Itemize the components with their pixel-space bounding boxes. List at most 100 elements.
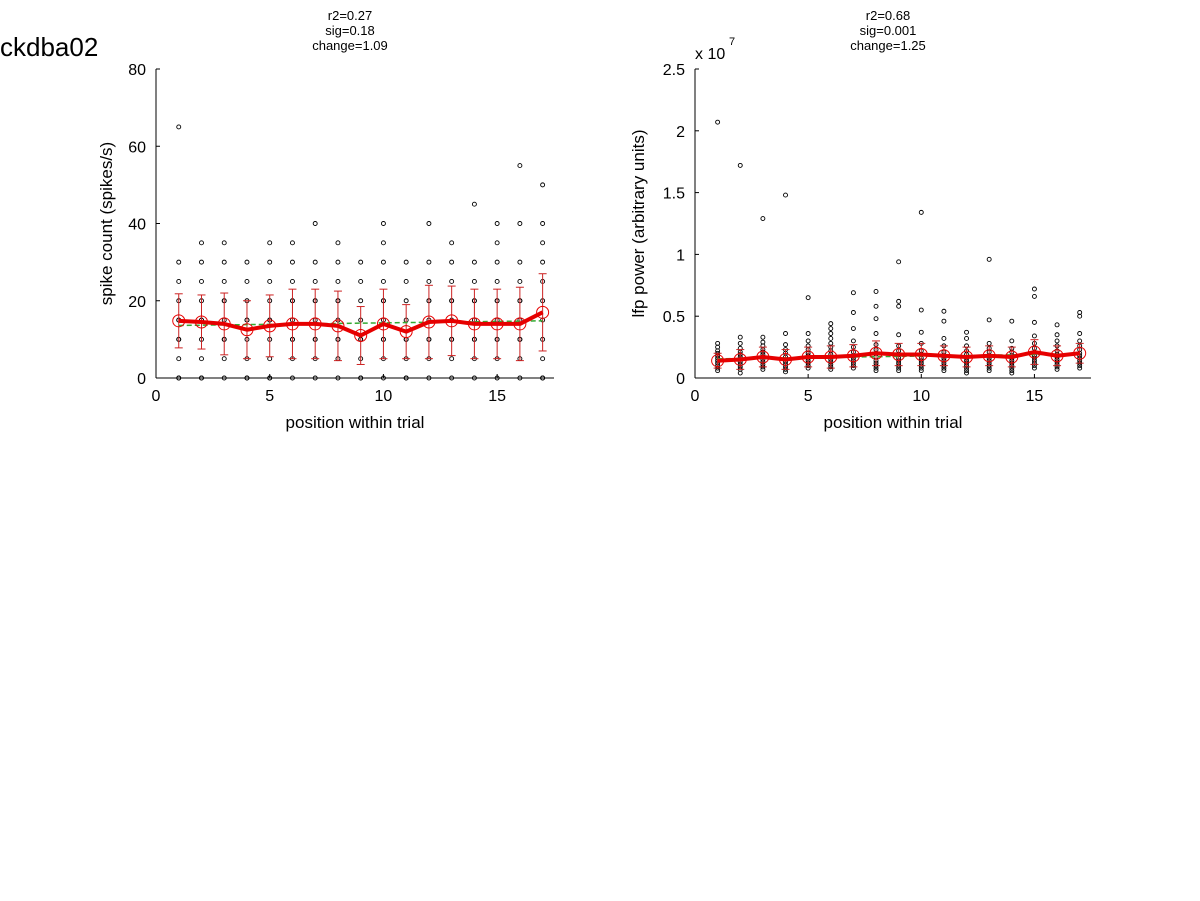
y-tick-label: 1.5: [663, 186, 685, 203]
data-point: [449, 375, 455, 381]
data-point: [176, 375, 182, 381]
data-point: [176, 278, 182, 284]
data-point: [986, 317, 992, 323]
data-point: [517, 375, 523, 381]
data-point: [358, 259, 364, 265]
mean-marker: [399, 325, 413, 339]
mean-marker: [779, 352, 793, 366]
mean-marker: [869, 346, 883, 360]
data-point: [737, 334, 743, 340]
data-point: [896, 259, 902, 265]
data-point: [986, 368, 992, 374]
mean-marker: [194, 315, 208, 329]
data-point: [964, 329, 969, 335]
data-point: [244, 259, 250, 265]
data-point: [335, 278, 341, 284]
data-point: [199, 240, 204, 246]
data-point: [267, 375, 273, 381]
fit-line: [178, 320, 543, 327]
data-point: [517, 278, 523, 284]
data-point: [540, 221, 546, 226]
mean-marker: [914, 348, 928, 362]
data-point: [335, 259, 341, 265]
data-point: [737, 340, 743, 346]
data-point: [335, 240, 341, 246]
data-point: [426, 259, 432, 265]
data-point: [449, 278, 455, 284]
chart-title-line: change=1.09: [312, 38, 388, 53]
mean-marker: [846, 349, 860, 363]
y-tick-label: 80: [128, 62, 146, 79]
x-tick-label: 5: [804, 388, 813, 405]
data-point: [918, 329, 924, 335]
mean-marker: [1027, 345, 1041, 359]
data-point: [426, 221, 432, 226]
data-point: [1077, 310, 1083, 315]
mean-marker: [1005, 350, 1019, 364]
chart-title-line: change=1.25: [850, 38, 926, 53]
data-point: [403, 375, 409, 381]
data-point: [199, 375, 204, 381]
mean-marker: [172, 314, 186, 328]
data-point: [964, 370, 969, 376]
mean-marker: [217, 317, 231, 331]
mean-marker: [960, 350, 974, 364]
data-point: [1077, 331, 1083, 336]
data-point: [380, 221, 386, 226]
data-point: [471, 278, 477, 284]
data-point: [358, 298, 364, 304]
data-point: [1031, 365, 1037, 371]
data-point: [517, 259, 523, 265]
x-tick-label: 10: [375, 388, 393, 405]
data-point: [244, 278, 250, 284]
data-point: [335, 375, 341, 381]
data-point: [517, 221, 523, 226]
data-point: [986, 340, 992, 346]
mean-marker: [1050, 349, 1064, 363]
page-label: ckdba02: [0, 32, 99, 62]
data-point: [805, 338, 811, 344]
data-point: [471, 375, 477, 381]
data-point: [403, 259, 409, 265]
data-point: [1054, 332, 1060, 338]
data-point: [471, 201, 477, 207]
mean-marker: [331, 319, 345, 333]
data-point: [312, 375, 318, 381]
data-point: [873, 303, 879, 309]
data-point: [267, 356, 273, 362]
data-point: [1031, 333, 1037, 339]
mean-marker: [756, 350, 770, 364]
data-point: [494, 221, 500, 226]
data-point: [540, 375, 546, 381]
data-point: [1009, 318, 1015, 324]
data-point: [221, 356, 227, 362]
mean-marker: [445, 314, 459, 328]
x-tick-label: 5: [265, 388, 274, 405]
data-point: [221, 240, 227, 246]
mean-marker: [354, 329, 368, 343]
data-point: [805, 331, 811, 336]
data-point: [805, 295, 811, 301]
data-point: [290, 375, 295, 381]
data-point: [941, 335, 947, 341]
data-point: [471, 259, 477, 265]
mean-line: [178, 310, 544, 338]
data-point: [540, 356, 546, 362]
x-tick-label: 15: [488, 388, 506, 405]
y-tick-label: 0.5: [663, 309, 685, 326]
data-point: [358, 375, 364, 381]
data-point: [199, 356, 204, 362]
x-tick-label: 10: [912, 388, 930, 405]
data-point: [873, 368, 879, 374]
y-axis-label: lfp power (arbitrary units): [629, 129, 648, 317]
y-tick-label: 0: [676, 371, 685, 388]
data-point: [783, 192, 788, 198]
data-point: [199, 259, 204, 265]
data-point: [449, 259, 455, 265]
data-point: [290, 240, 295, 246]
data-point: [941, 308, 947, 314]
mean-marker: [467, 317, 481, 331]
data-point: [380, 259, 386, 265]
